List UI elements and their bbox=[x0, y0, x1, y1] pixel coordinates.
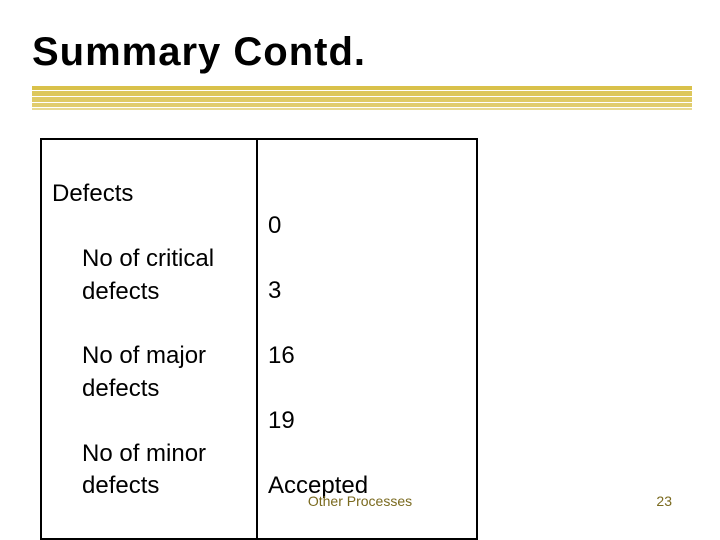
underline-stroke bbox=[32, 91, 692, 96]
page-number: 23 bbox=[656, 493, 672, 509]
row-label: No of major defects bbox=[52, 340, 246, 405]
underline-stroke bbox=[32, 103, 692, 107]
row-value: 16 bbox=[268, 340, 466, 372]
table-col-labels: Defects No of critical defects No of maj… bbox=[40, 138, 258, 540]
row-label: Total bbox=[52, 535, 246, 540]
underline-stroke bbox=[32, 97, 692, 102]
row-value: 0 bbox=[268, 210, 466, 242]
row-value: 3 bbox=[268, 275, 466, 307]
underline-stroke bbox=[32, 86, 692, 90]
slide: Summary Contd. Defects No of critical de… bbox=[0, 0, 720, 540]
table-right-content: 0 3 16 19 Accepted Nil Nice plan bbox=[268, 146, 466, 540]
row-value: Nil bbox=[268, 534, 466, 540]
title-underline bbox=[32, 86, 692, 114]
defects-header: Defects bbox=[52, 178, 246, 210]
underline-stroke bbox=[32, 108, 692, 110]
table-col-values: 0 3 16 19 Accepted Nil Nice plan bbox=[258, 138, 478, 540]
footer-text: Other Processes bbox=[0, 493, 720, 509]
row-value: 19 bbox=[268, 405, 466, 437]
table-left-content: Defects No of critical defects No of maj… bbox=[52, 146, 246, 540]
row-label: No of critical defects bbox=[52, 243, 246, 308]
page-title: Summary Contd. bbox=[32, 30, 366, 74]
summary-table: Defects No of critical defects No of maj… bbox=[40, 138, 478, 540]
title-block: Summary Contd. bbox=[32, 30, 366, 74]
